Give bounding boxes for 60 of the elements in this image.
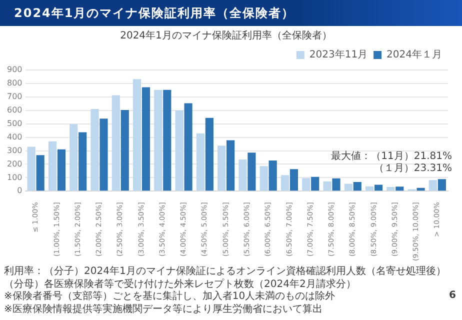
y-tick-label: 900	[6, 65, 22, 74]
annotation: （１月）23.31%	[374, 162, 452, 174]
y-tick-label: 300	[6, 146, 22, 155]
bar	[196, 134, 204, 191]
bar	[344, 184, 352, 191]
bar	[27, 146, 36, 191]
bar	[120, 110, 129, 191]
bar	[205, 118, 214, 191]
bar	[386, 186, 395, 191]
bar	[374, 184, 383, 191]
bar	[70, 124, 78, 191]
bar	[90, 109, 99, 191]
y-tick-label: 200	[6, 159, 22, 168]
bar	[302, 178, 310, 191]
bar	[48, 141, 57, 191]
bar	[100, 118, 108, 191]
y-tick-label: 0	[17, 186, 22, 196]
bar	[290, 169, 298, 191]
bar	[332, 178, 340, 191]
legend-label: 2024年１月	[386, 48, 442, 61]
bar	[226, 140, 235, 191]
bar	[132, 79, 142, 191]
y-tick-label: 600	[6, 105, 22, 114]
bar	[175, 110, 184, 191]
bar	[396, 186, 404, 191]
text: （分母）各医療保険者等で受け付けた外来レセプト枚数（2024年2月請求分）	[4, 278, 357, 290]
chart-subtitle: 2024年1月のマイナ保険証利用率（全保険者）	[120, 30, 332, 42]
bar	[154, 90, 162, 191]
bar	[78, 132, 87, 191]
bar	[416, 188, 425, 191]
bar	[280, 175, 290, 191]
text: 利用率：（分子）2024年1月のマイナ保険証によるオンライン資格確認利用人数（名寄せ処理後）	[4, 266, 446, 278]
bar	[142, 87, 150, 191]
chart-title: 2024年1月のマイナ保険証利用率（全保険者）	[0, 0, 462, 26]
bar	[311, 176, 320, 191]
bar	[428, 180, 437, 191]
bar	[57, 149, 66, 191]
bar	[268, 160, 277, 191]
bar	[248, 152, 256, 191]
bar	[365, 186, 374, 191]
bar	[323, 181, 332, 191]
y-tick-label: 400	[6, 132, 22, 142]
bar	[260, 166, 268, 191]
annotation: 最大値：（11月）21.81%	[331, 150, 452, 162]
bar	[438, 179, 446, 191]
bar	[163, 90, 172, 191]
bar	[238, 160, 247, 191]
bar	[218, 146, 226, 191]
legend-label: 2023年11月	[309, 48, 368, 61]
bar	[353, 182, 362, 191]
text: ※保険者番号（支部等）ごとを基に集計し、加入者10人未満のものは除外	[4, 291, 336, 304]
y-tick-label: 100	[6, 172, 22, 182]
text: ※医療保険情報提供等実施機関データ等により厚生労働省において算出	[4, 304, 324, 316]
bar	[36, 155, 44, 191]
bar	[184, 103, 192, 191]
text: 6	[449, 290, 456, 301]
y-tick-label: 500	[6, 118, 22, 128]
y-tick-label: 800	[6, 78, 22, 88]
bar	[112, 95, 120, 191]
y-tick-label: 700	[6, 92, 22, 101]
